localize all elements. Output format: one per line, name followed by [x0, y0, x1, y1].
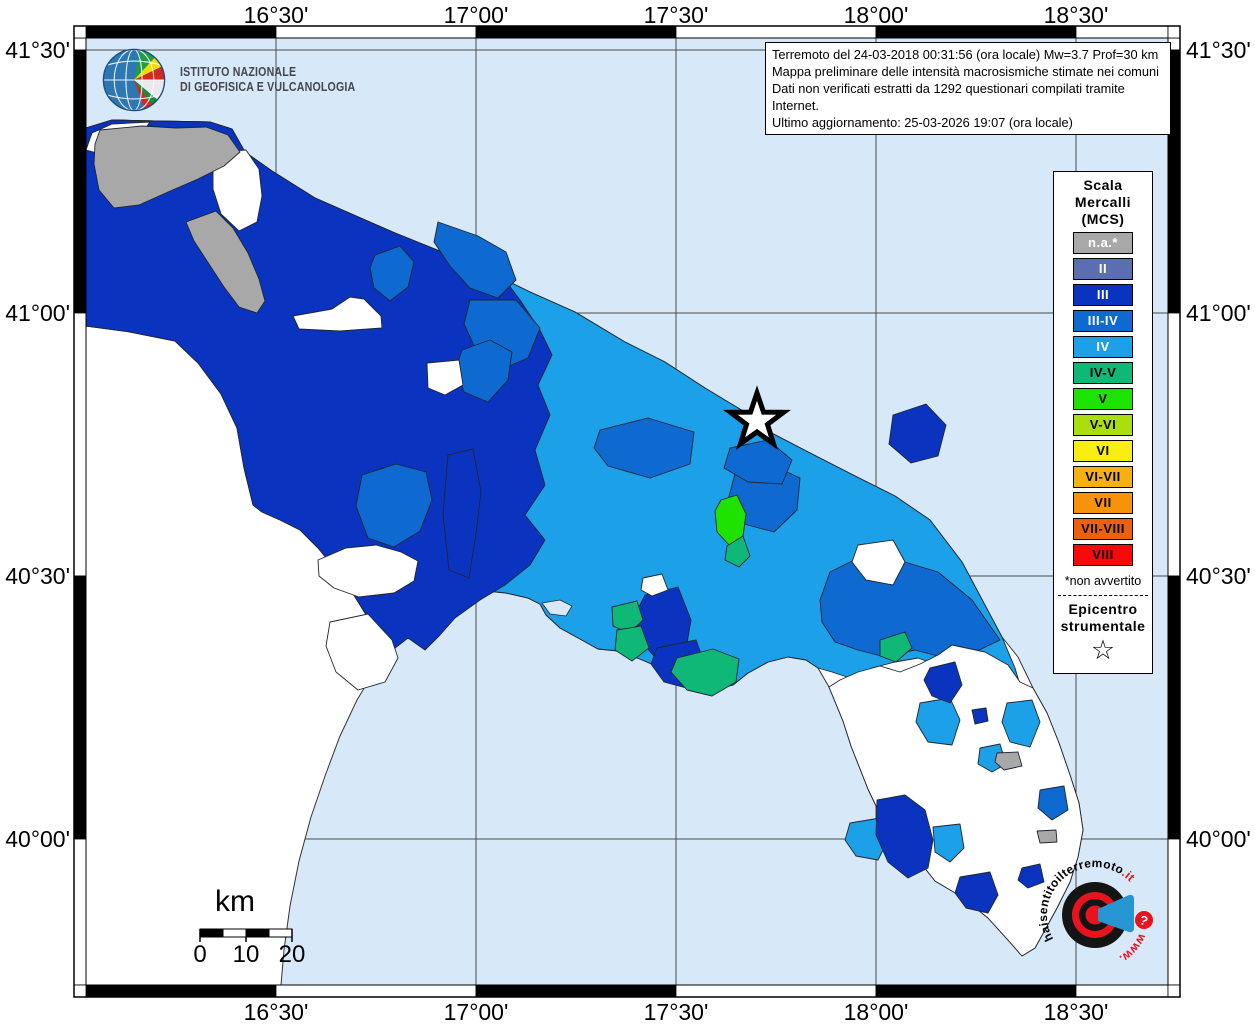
legend-swatch-iiiiv: III-IV	[1073, 310, 1133, 332]
scale-tick: 0	[193, 941, 207, 968]
lon-label: 18°00'	[843, 999, 909, 1025]
legend-swatch-v: V	[1073, 388, 1133, 410]
info-line-data: Dati non verificati estratti da 1292 que…	[772, 81, 1125, 113]
map-frame-bands	[73, 25, 1181, 998]
legend-item: VI	[1054, 440, 1152, 462]
legend: Scala Mercalli (MCS) n.a.* II III III-IV IV I…	[1053, 171, 1153, 674]
legend-swatch-viii: VIII	[1073, 544, 1133, 566]
epicenter-star	[723, 385, 791, 451]
legend-swatch-vvi: V-VI	[1073, 414, 1133, 436]
legend-item: II	[1054, 258, 1152, 280]
legend-swatch-iv: IV	[1073, 336, 1133, 358]
legend-swatch-vi: VI	[1073, 440, 1133, 462]
lon-label: 18°30'	[1043, 2, 1109, 28]
ingv-line2: DI GEOFISICA E VULCANOLOGIA	[180, 80, 356, 94]
lon-label: 16°30'	[243, 999, 309, 1025]
lat-label: 41°30'	[1186, 37, 1251, 63]
legend-swatch-vii: VII	[1073, 492, 1133, 514]
legend-item: III-IV	[1054, 310, 1152, 332]
megaphone-icon	[1098, 894, 1134, 933]
scale-bar	[199, 928, 293, 942]
watermark-www: www.	[1117, 931, 1150, 967]
lat-label: 40°00'	[1186, 826, 1251, 852]
legend-item: VII	[1054, 492, 1152, 514]
legend-epicenter-label: Epicentro strumentale	[1054, 601, 1152, 635]
scale-tick: 20	[278, 941, 306, 968]
ingv-globe-icon	[102, 48, 166, 112]
scale-tick: 10	[232, 941, 260, 968]
legend-title-line: Scala	[1083, 177, 1123, 193]
epicenter-star-icon: ☆	[1090, 635, 1116, 665]
legend-item: VI-VII	[1054, 466, 1152, 488]
question-badge	[1135, 911, 1153, 929]
legend-swatch-ivv: IV-V	[1073, 362, 1133, 384]
legend-item: VIII	[1054, 544, 1152, 566]
lon-label: 18°30'	[1043, 999, 1109, 1025]
regions-no-data	[85, 121, 906, 691]
lat-label: 40°30'	[1186, 563, 1251, 589]
regions-salento-scattered	[844, 661, 1069, 914]
legend-divider	[1058, 595, 1148, 596]
legend-title-line: (MCS)	[1081, 211, 1125, 227]
legend-swatch-iii: III	[1073, 284, 1133, 306]
haisentitoilterremoto-logo: ? haisentitoilterremoto.it www.	[1036, 856, 1153, 967]
ingv-logo: ISTITUTO NAZIONALE DI GEOFISICA E VULCAN…	[98, 44, 386, 116]
info-line-event: Terremoto del 24-03-2018 00:31:56 (ora l…	[772, 47, 1159, 62]
legend-item: V-VI	[1054, 414, 1152, 436]
legend-item: VII-VIII	[1054, 518, 1152, 540]
legend-swatch-vivii: VI-VII	[1073, 466, 1133, 488]
lon-label: 16°30'	[243, 2, 309, 28]
legend-item: IV	[1054, 336, 1152, 358]
legend-swatch-na: n.a.*	[1073, 232, 1133, 254]
event-info-box: Terremoto del 24-03-2018 00:31:56 (ora l…	[765, 42, 1171, 135]
lon-label: 17°30'	[643, 999, 709, 1025]
legend-item: IV-V	[1054, 362, 1152, 384]
legend-swatch-ii: II	[1073, 258, 1133, 280]
legend-item: V	[1054, 388, 1152, 410]
taranto-lagoon	[541, 599, 573, 617]
lon-label: 17°00'	[443, 999, 509, 1025]
lon-label: 17°30'	[643, 2, 709, 28]
lat-label: 41°00'	[5, 300, 70, 326]
info-line-updated: Ultimo aggiornamento: 25-03-2026 19:07 (…	[772, 115, 1073, 130]
legend-title-line: Mercalli	[1074, 194, 1132, 210]
lon-label: 18°00'	[843, 2, 909, 28]
lat-label: 41°30'	[5, 37, 70, 63]
scale-unit-label: km	[215, 885, 255, 918]
lon-label: 17°00'	[443, 2, 509, 28]
ingv-line1: ISTITUTO NAZIONALE	[180, 65, 297, 79]
info-line-map: Mappa preliminare delle intensità macros…	[772, 64, 1159, 79]
legend-epicenter-line: strumentale	[1060, 618, 1146, 634]
lat-label: 40°30'	[5, 563, 70, 589]
legend-title: Scala Mercalli (MCS)	[1054, 177, 1152, 228]
legend-epicenter-line: Epicentro	[1068, 601, 1138, 617]
legend-footnote: *non avvertito	[1064, 574, 1142, 588]
legend-item: n.a.*	[1054, 232, 1152, 254]
ingv-wordmark: ISTITUTO NAZIONALE DI GEOFISICA E VULCAN…	[180, 65, 355, 95]
regions-not-felt	[93, 125, 266, 314]
regions-intensity-III-centre	[442, 403, 947, 690]
lat-label: 40°00'	[5, 826, 70, 852]
legend-swatch-viiviii: VII-VIII	[1073, 518, 1133, 540]
legend-items: n.a.* II III III-IV IV IV-V V V-VI VI VI-VII VII VI…	[1054, 232, 1152, 566]
regions-intensity-III-IV	[355, 221, 1001, 659]
legend-item: III	[1054, 284, 1152, 306]
lat-label: 41°00'	[1186, 300, 1251, 326]
regions-intensity-green	[611, 494, 913, 697]
